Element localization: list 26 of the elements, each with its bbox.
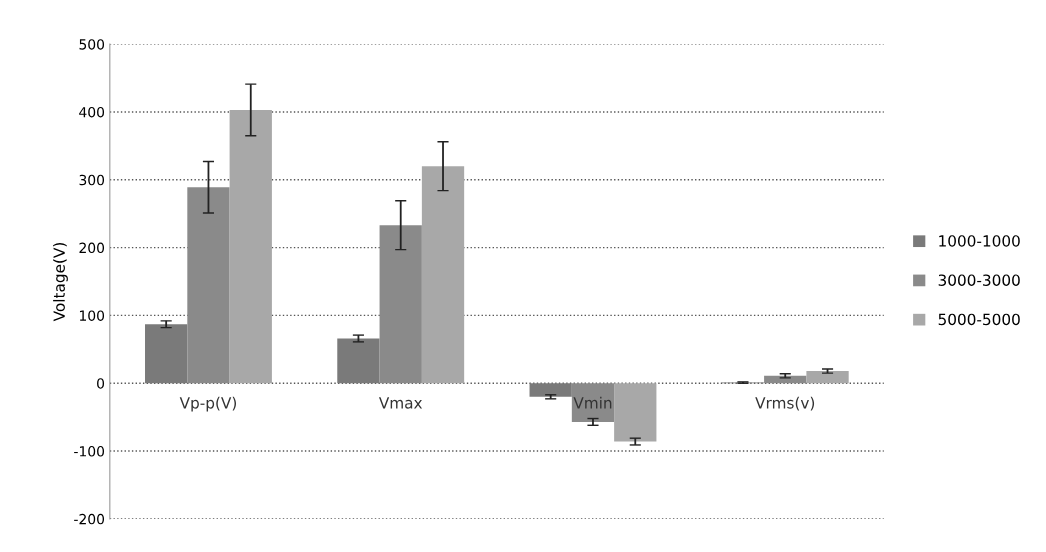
bar	[529, 383, 572, 397]
x-tick-label: Vmin	[573, 396, 612, 409]
legend-label: 3000-3000	[938, 274, 1020, 286]
bar	[187, 187, 230, 384]
y-tick-label: -200	[74, 513, 105, 525]
x-tick-label: Vmax	[378, 397, 423, 409]
legend-label: 1000-1000	[939, 235, 1020, 247]
x-tick-label: Vrms(v)	[755, 396, 815, 411]
y-tick-label: 200	[79, 242, 105, 254]
bar	[337, 338, 380, 384]
y-tick-label: 400	[79, 106, 105, 118]
bar	[229, 109, 272, 384]
x-tick-label: Vp-p(V)	[179, 396, 237, 412]
bar	[379, 225, 422, 384]
bar	[614, 383, 657, 442]
y-tick-label: 100	[79, 310, 105, 321]
y-axis-title: Voltage(V)	[53, 242, 68, 322]
legend-label: 5000-5000	[938, 313, 1020, 326]
y-tick-label: 300	[79, 174, 105, 186]
bar	[145, 324, 188, 384]
bar	[806, 371, 849, 384]
bar	[571, 383, 615, 422]
bar	[421, 166, 465, 384]
y-tick-label: 500	[79, 39, 105, 50]
y-tick-label: 0	[97, 378, 105, 389]
y-tick-label: -100	[74, 446, 105, 457]
